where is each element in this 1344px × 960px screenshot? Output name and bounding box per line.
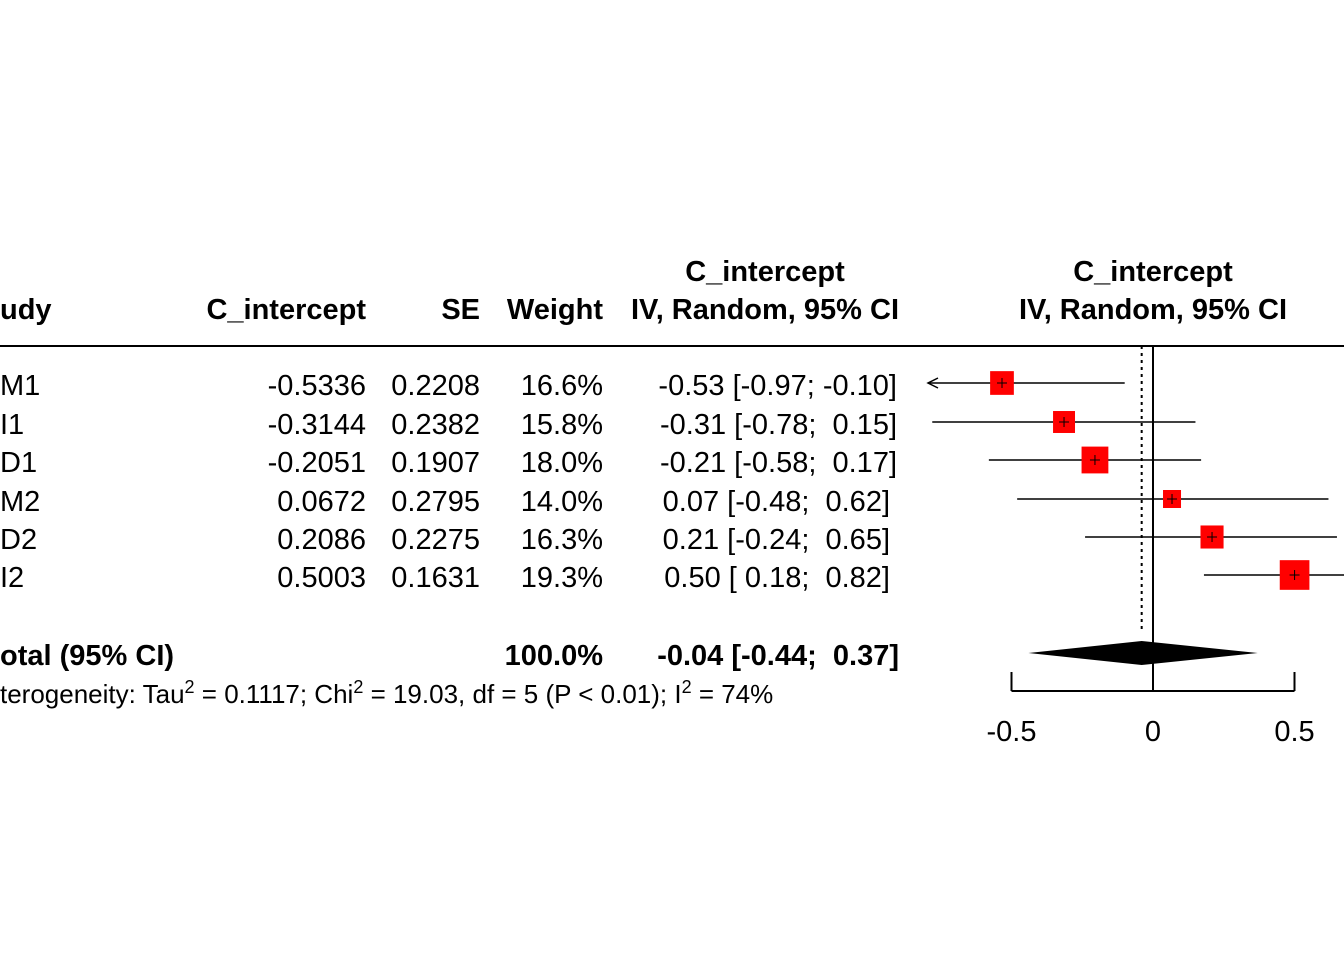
study-weight: 19.3% xyxy=(521,562,603,594)
study-weight: 18.0% xyxy=(521,447,603,479)
study-estimate: 0.0672 xyxy=(277,486,366,518)
study-row: M2 0.0672 0.2795 14.0% 0.07 [-0.48; 0.62… xyxy=(0,486,890,518)
study-weight: 14.0% xyxy=(521,486,603,518)
chi-superscript: 2 xyxy=(353,677,363,697)
x-tick-label: -0.5 xyxy=(987,716,1037,748)
study-name: I2 xyxy=(0,562,24,594)
header-c-intercept: C_intercept xyxy=(206,294,366,326)
header-study: udy xyxy=(0,294,52,326)
plot-subtitle: IV, Random, 95% CI xyxy=(1019,294,1287,326)
total-ci: -0.04 [-0.44; 0.37] xyxy=(657,640,899,672)
study-ci: 0.50 [ 0.18; 0.82] xyxy=(664,562,890,594)
header-se: SE xyxy=(441,294,480,326)
tau-superscript: 2 xyxy=(185,677,195,697)
study-row: M1 -0.5336 0.2208 16.6% -0.53 [-0.97; -0… xyxy=(0,370,897,402)
truncation-arrow xyxy=(926,377,939,389)
study-ci: 0.21 [-0.24; 0.65] xyxy=(663,524,890,556)
study-weight: 16.6% xyxy=(521,370,603,402)
study-row: I2 0.5003 0.1631 19.3% 0.50 [ 0.18; 0.82… xyxy=(0,562,890,594)
chi-value: = 19.03, df = 5 (P < 0.01); I xyxy=(363,679,681,709)
header-ci-subtitle: IV, Random, 95% CI xyxy=(631,294,899,326)
study-row: I1 -0.3144 0.2382 15.8% -0.31 [-0.78; 0.… xyxy=(0,409,897,441)
study-ci: -0.53 [-0.97; -0.10] xyxy=(658,370,897,402)
plot-title: C_intercept xyxy=(1073,256,1233,288)
study-name: M2 xyxy=(0,486,40,518)
header-ci-title: C_intercept xyxy=(685,256,845,288)
heterogeneity-text: terogeneity: Tau2 = 0.1117; Chi2 = 19.03… xyxy=(0,677,773,709)
study-ci: -0.21 [-0.58; 0.17] xyxy=(660,447,897,479)
study-se: 0.1631 xyxy=(391,562,480,594)
x-tick-label: 0 xyxy=(1145,716,1161,748)
study-ci: -0.31 [-0.78; 0.15] xyxy=(660,409,897,441)
total-label: otal (95% CI) xyxy=(0,640,174,672)
x-tick-label: 0.5 xyxy=(1274,716,1314,748)
study-se: 0.2382 xyxy=(391,409,480,441)
study-weight: 16.3% xyxy=(521,524,603,556)
study-row: D2 0.2086 0.2275 16.3% 0.21 [-0.24; 0.65… xyxy=(0,524,890,556)
forest-marks: -0.5 0 0.5 xyxy=(926,346,1344,748)
study-ci: 0.07 [-0.48; 0.62] xyxy=(663,486,890,518)
pooled-diamond xyxy=(1028,641,1258,665)
study-estimate: 0.2086 xyxy=(277,524,366,556)
study-name: I1 xyxy=(0,409,24,441)
study-estimate: -0.3144 xyxy=(268,409,366,441)
study-name: M1 xyxy=(0,370,40,402)
tau-value: = 0.1117; Chi xyxy=(195,679,354,709)
study-se: 0.2208 xyxy=(391,370,480,402)
study-se: 0.1907 xyxy=(391,447,480,479)
i-value: = 74% xyxy=(692,679,774,709)
study-se: 0.2795 xyxy=(391,486,480,518)
study-name: D2 xyxy=(0,524,37,556)
study-name: D1 xyxy=(0,447,37,479)
study-se: 0.2275 xyxy=(391,524,480,556)
study-weight: 15.8% xyxy=(521,409,603,441)
study-row: D1 -0.2051 0.1907 18.0% -0.21 [-0.58; 0.… xyxy=(0,447,897,479)
study-estimate: 0.5003 xyxy=(277,562,366,594)
study-estimate: -0.2051 xyxy=(268,447,366,479)
header-weight: Weight xyxy=(507,294,603,326)
total-weight: 100.0% xyxy=(505,640,604,672)
study-estimate: -0.5336 xyxy=(268,370,366,402)
i-superscript: 2 xyxy=(682,677,692,697)
heterogeneity-prefix: terogeneity: Tau xyxy=(0,679,185,709)
